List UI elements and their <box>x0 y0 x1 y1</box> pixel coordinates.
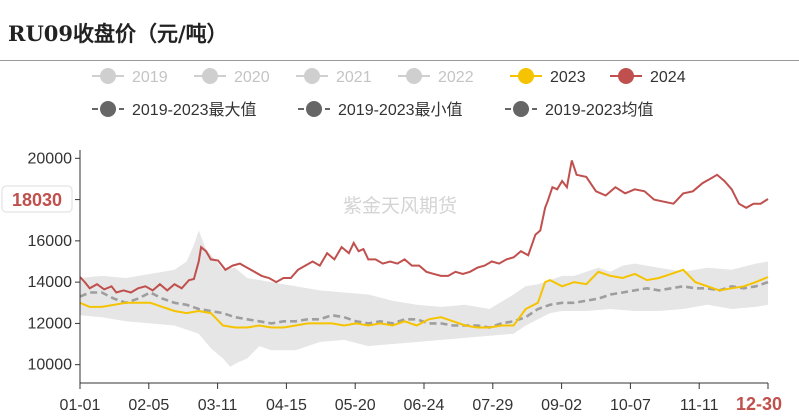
x-tick-label: 03-11 <box>198 397 238 414</box>
x-tick-label: 06-24 <box>404 397 445 414</box>
y-tick-label: 20000 <box>28 150 73 167</box>
legend-marker <box>513 101 529 117</box>
y-tick-label: 10000 <box>28 357 73 374</box>
legend-label: 2022 <box>438 69 474 86</box>
legend-marker <box>406 68 422 84</box>
current-value-label: 18030 <box>12 190 62 210</box>
x-tick-label: 02-05 <box>128 397 169 414</box>
legend-label: 2019 <box>132 69 168 86</box>
series-line-2024 <box>79 160 769 294</box>
legend-label: 2020 <box>234 69 270 86</box>
legend-marker <box>306 101 322 117</box>
x-tick-label: 07-29 <box>472 397 513 414</box>
legend-marker <box>202 68 218 84</box>
legend-marker <box>100 101 116 117</box>
legend-label: 2019-2023最大值 <box>132 101 257 119</box>
x-tick-label: 12-30 <box>736 394 782 414</box>
x-tick-label: 05-20 <box>335 397 376 414</box>
x-tick-label: 09-02 <box>541 397 582 414</box>
legend-label: 2024 <box>650 69 686 86</box>
legend-marker <box>304 68 320 84</box>
legend-marker <box>618 68 634 84</box>
legend-label: 2023 <box>550 69 586 86</box>
series-line-2023 <box>79 268 769 329</box>
x-tick-label: 04-15 <box>266 397 307 414</box>
legend-label: 2021 <box>336 69 372 86</box>
x-tick-label: 10-07 <box>610 397 651 414</box>
legend-label: 2019-2023最小值 <box>338 101 463 119</box>
current-value-badge <box>1 185 73 213</box>
min-max-band <box>80 230 768 367</box>
x-tick-label: 01-01 <box>60 397 101 414</box>
y-tick-label: 16000 <box>28 233 73 250</box>
x-tick-label: 11-11 <box>680 397 719 414</box>
legend-marker <box>100 68 116 84</box>
watermark-text: 紫金天风期货 <box>343 195 457 217</box>
chart-title: RU09收盘价（元/吨） <box>8 21 228 46</box>
legend-label: 2019-2023均值 <box>545 101 654 119</box>
title-divider <box>0 60 799 61</box>
y-tick-label: 14000 <box>28 274 73 291</box>
y-tick-label: 12000 <box>28 315 73 332</box>
legend-marker <box>518 68 534 84</box>
